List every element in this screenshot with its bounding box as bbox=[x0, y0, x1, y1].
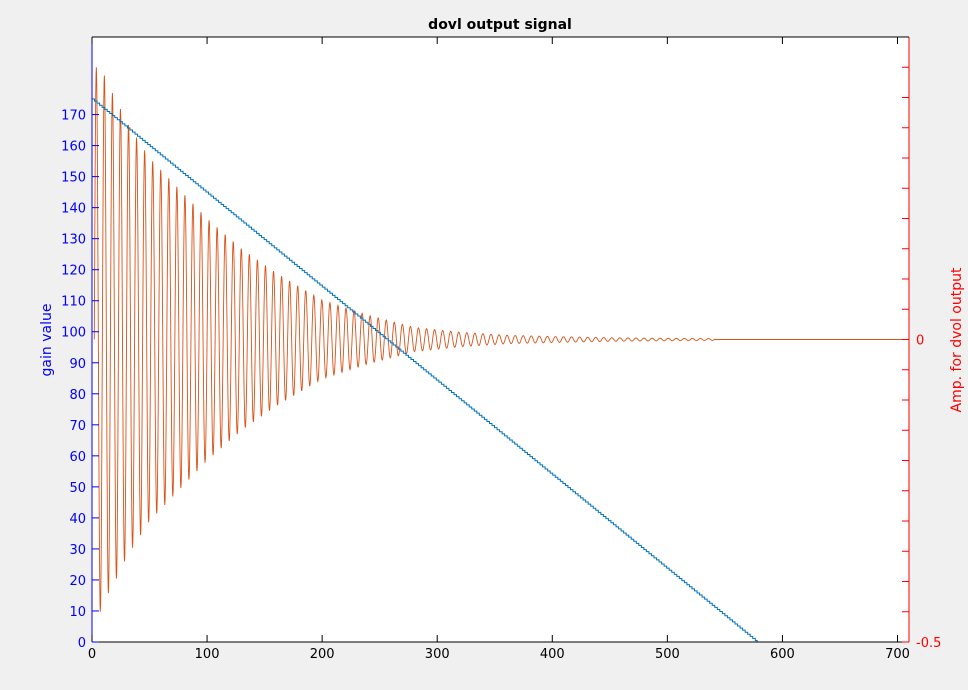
left-tick-label: 80 bbox=[69, 388, 86, 403]
left-tick-label: 10 bbox=[69, 605, 86, 620]
x-tick-label: 200 bbox=[310, 647, 335, 662]
left-tick-label: 30 bbox=[69, 543, 86, 558]
x-tick-label: 300 bbox=[425, 647, 450, 662]
left-tick-label: 40 bbox=[69, 512, 86, 527]
left-tick-label: 120 bbox=[61, 264, 86, 279]
left-tick-label: 140 bbox=[61, 202, 86, 217]
right-axis-label: Amp. for dvol output bbox=[949, 267, 965, 412]
left-tick-label: 110 bbox=[61, 295, 86, 310]
x-tick-label: 500 bbox=[655, 647, 680, 662]
left-tick-label: 60 bbox=[69, 450, 86, 465]
ticks-layer: 0 100 200 300 400 500 600 700 0 10 20 30 40 50 60 70 80 9… bbox=[61, 37, 941, 662]
x-tick-label: 100 bbox=[195, 647, 220, 662]
left-tick-label: 90 bbox=[69, 357, 86, 372]
chart-title: dovl output signal bbox=[428, 17, 572, 33]
x-tick-label: 700 bbox=[885, 647, 910, 662]
x-tick-label: 0 bbox=[88, 647, 96, 662]
left-tick-label: 130 bbox=[61, 233, 86, 248]
x-tick-label: 400 bbox=[540, 647, 565, 662]
left-tick-label: 100 bbox=[61, 326, 86, 341]
series-dvol-output-line bbox=[93, 67, 909, 612]
left-tick-label: 160 bbox=[61, 140, 86, 155]
series-layer bbox=[92, 67, 909, 643]
x-tick-label: 600 bbox=[770, 647, 795, 662]
series-gain-line bbox=[92, 98, 898, 643]
left-tick-label: 20 bbox=[69, 574, 86, 589]
left-tick-label: 70 bbox=[69, 419, 86, 434]
left-tick-label: 0 bbox=[78, 636, 86, 651]
left-tick-label: 50 bbox=[69, 481, 86, 496]
right-tick-label: 0 bbox=[916, 334, 924, 349]
left-tick-label: 150 bbox=[61, 171, 86, 186]
right-tick-label: -0.5 bbox=[916, 636, 941, 651]
left-axis-label: gain value bbox=[39, 304, 55, 377]
left-tick-label: 170 bbox=[61, 109, 86, 124]
